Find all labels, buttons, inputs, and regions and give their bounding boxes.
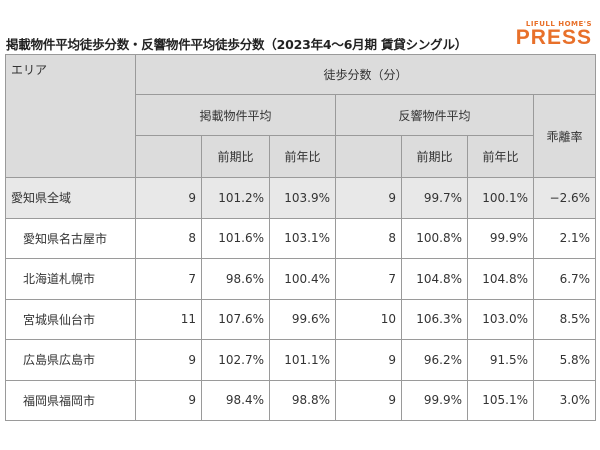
divergence-rate: 3.0%	[532, 379, 597, 421]
response-yoy: 99.9%	[467, 217, 534, 259]
response-qoq: 104.8%	[401, 258, 468, 300]
header-listing-average: 掲載物件平均	[135, 94, 336, 136]
header-listing-yoy: 前年比	[269, 135, 336, 178]
header-divergence-rate: 乖離率	[532, 94, 597, 178]
listing-yoy: 103.9%	[269, 177, 336, 219]
response-minutes: 7	[335, 258, 402, 300]
response-qoq: 99.7%	[401, 177, 468, 219]
listing-yoy: 99.6%	[269, 298, 336, 340]
row-area: 愛知県全域	[5, 177, 136, 219]
row-area: 宮城県仙台市	[5, 298, 136, 340]
listing-yoy: 98.8%	[269, 379, 336, 421]
header-response-yoy: 前年比	[467, 135, 534, 178]
listing-minutes: 9	[135, 379, 202, 421]
listing-qoq: 102.7%	[201, 339, 270, 381]
response-minutes: 9	[335, 177, 402, 219]
page-title: 掲載物件平均徒歩分数・反響物件平均徒歩分数（2023年4〜6月期 賃貸シングル）	[6, 37, 468, 52]
table-row: 宮城県仙台市 11 107.6% 99.6% 10 106.3% 103.0% …	[5, 298, 597, 340]
row-area: 北海道札幌市	[5, 258, 136, 300]
table-row: 広島県広島市 9 102.7% 101.1% 9 96.2% 91.5% 5.8…	[5, 339, 597, 381]
table-row: 北海道札幌市 7 98.6% 100.4% 7 104.8% 104.8% 6.…	[5, 258, 597, 300]
response-qoq: 106.3%	[401, 298, 468, 340]
walking-minutes-table: エリア 徒歩分数（分） 掲載物件平均 反響物件平均 乖離率 前期比 前年比 前期…	[5, 54, 597, 421]
listing-minutes: 11	[135, 298, 202, 340]
divergence-rate: 2.1%	[532, 217, 597, 259]
header-walking-minutes: 徒歩分数（分）	[134, 54, 597, 95]
header-response-qoq: 前期比	[401, 135, 468, 178]
response-qoq: 99.9%	[401, 379, 468, 421]
listing-qoq: 101.6%	[201, 217, 270, 259]
response-yoy: 91.5%	[467, 339, 534, 381]
listing-yoy: 100.4%	[269, 258, 336, 300]
row-area: 愛知県名古屋市	[5, 217, 136, 259]
divergence-rate: 8.5%	[532, 298, 597, 340]
table-row: 愛知県全域 9 101.2% 103.9% 9 99.7% 100.1% −2.…	[5, 177, 597, 219]
response-yoy: 105.1%	[467, 379, 534, 421]
brand-logo: LIFULL HOME'S PRESS	[516, 20, 592, 48]
header-listing-qoq: 前期比	[201, 135, 270, 178]
listing-yoy: 101.1%	[269, 339, 336, 381]
table-row: 福岡県福岡市 9 98.4% 98.8% 9 99.9% 105.1% 3.0%	[5, 379, 597, 421]
response-yoy: 104.8%	[467, 258, 534, 300]
logo-big-text: PRESS	[515, 26, 592, 49]
row-area: 広島県広島市	[5, 339, 136, 381]
logo-small-text: LIFULL HOME'S	[525, 20, 592, 28]
listing-yoy: 103.1%	[269, 217, 336, 259]
header-listing-value	[135, 135, 202, 178]
response-yoy: 100.1%	[467, 177, 534, 219]
header-response-value	[335, 135, 402, 178]
divergence-rate: 6.7%	[532, 258, 597, 300]
header-response-average: 反響物件平均	[335, 94, 534, 136]
row-area: 福岡県福岡市	[5, 379, 136, 421]
listing-minutes: 7	[135, 258, 202, 300]
response-yoy: 103.0%	[467, 298, 534, 340]
header-area: エリア	[5, 54, 136, 178]
response-minutes: 9	[335, 339, 402, 381]
response-minutes: 9	[335, 379, 402, 421]
response-qoq: 96.2%	[401, 339, 468, 381]
response-minutes: 10	[335, 298, 402, 340]
response-minutes: 8	[335, 217, 402, 259]
response-qoq: 100.8%	[401, 217, 468, 259]
listing-qoq: 107.6%	[201, 298, 270, 340]
listing-qoq: 101.2%	[201, 177, 270, 219]
table-row: 愛知県名古屋市 8 101.6% 103.1% 8 100.8% 99.9% 2…	[5, 217, 597, 259]
listing-minutes: 9	[135, 339, 202, 381]
listing-qoq: 98.6%	[201, 258, 270, 300]
divergence-rate: 5.8%	[532, 339, 597, 381]
listing-minutes: 9	[135, 177, 202, 219]
listing-minutes: 8	[135, 217, 202, 259]
divergence-rate: −2.6%	[532, 177, 597, 219]
listing-qoq: 98.4%	[201, 379, 270, 421]
